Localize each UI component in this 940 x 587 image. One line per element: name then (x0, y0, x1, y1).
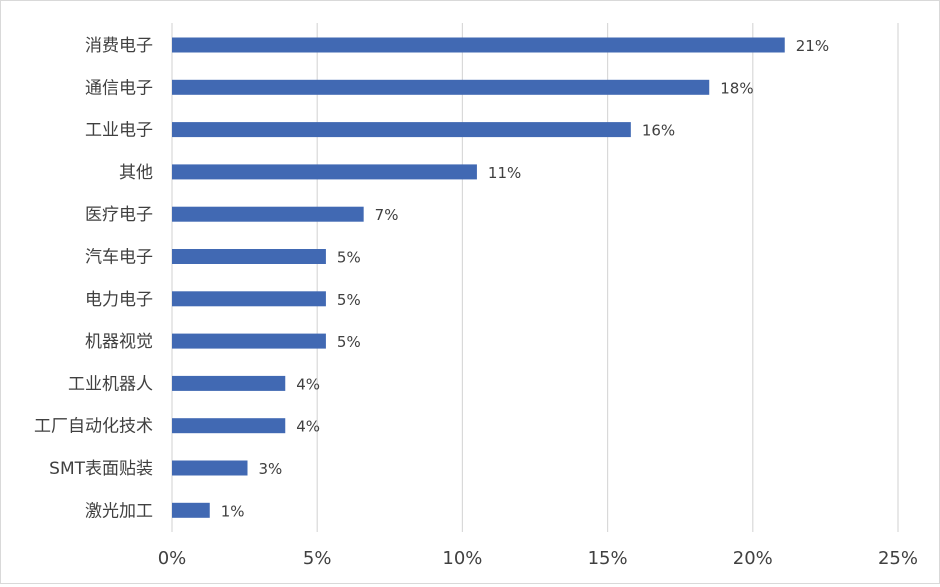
x-tick-label: 25% (878, 548, 918, 569)
value-label: 21% (796, 37, 829, 55)
value-label: 18% (720, 79, 753, 97)
bar (172, 333, 326, 349)
category-label: 机器视觉 (85, 332, 153, 352)
x-tick-label: 5% (303, 548, 332, 569)
value-label: 5% (337, 249, 361, 267)
category-label: 通信电子 (85, 78, 153, 98)
bar (172, 418, 286, 434)
grid-lines (171, 23, 899, 532)
category-label: 激光加工 (85, 501, 153, 521)
category-label: SMT表面贴装 (49, 459, 153, 479)
value-label: 4% (296, 375, 320, 393)
value-label: 1% (221, 502, 245, 520)
category-label: 工业机器人 (68, 374, 153, 394)
bar (172, 79, 710, 95)
bar (172, 375, 286, 391)
bar (172, 502, 210, 518)
category-label: 电力电子 (85, 290, 153, 310)
bar (172, 291, 326, 307)
category-label: 汽车电子 (85, 248, 153, 268)
x-tick-label: 0% (158, 548, 187, 569)
value-label: 5% (337, 291, 361, 309)
category-label: 其他 (119, 163, 153, 183)
bar (172, 460, 248, 476)
category-labels: 消费电子通信电子工业电子其他医疗电子汽车电子电力电子机器视觉工业机器人工厂自动化… (34, 36, 153, 521)
x-tick-label: 20% (733, 548, 773, 569)
x-axis-tick-labels: 0% 5% 10% 15% 20% 25% (158, 548, 918, 569)
bar (172, 37, 785, 53)
x-tick-label: 10% (442, 548, 482, 569)
bar (172, 249, 326, 264)
bar (172, 122, 631, 138)
x-tick-label: 15% (588, 548, 628, 569)
value-label: 3% (259, 460, 283, 478)
bars (172, 37, 785, 518)
value-labels: 21% 18% 16% 11% 7% 5% 5% 5% 4% 4% 3% 1% (221, 37, 829, 520)
value-label: 4% (296, 418, 320, 436)
value-label: 7% (375, 206, 399, 224)
category-label: 工厂自动化技术 (34, 417, 153, 437)
value-label: 5% (337, 333, 361, 351)
value-label: 11% (488, 164, 521, 182)
category-label: 医疗电子 (85, 205, 153, 225)
category-label: 工业电子 (85, 121, 153, 141)
bar (172, 164, 477, 180)
bar (172, 206, 364, 222)
value-label: 16% (642, 122, 675, 140)
category-label: 消费电子 (85, 36, 153, 56)
